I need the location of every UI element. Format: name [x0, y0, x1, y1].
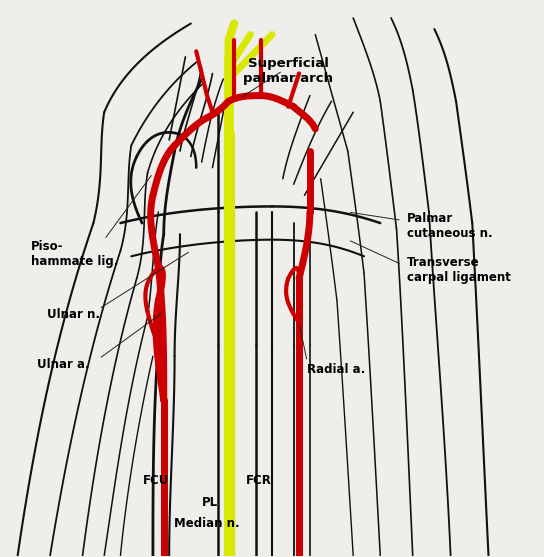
Text: Palmar
cutaneous n.: Palmar cutaneous n. — [407, 212, 493, 240]
Text: FCU: FCU — [143, 475, 169, 487]
Text: Radial a.: Radial a. — [307, 364, 366, 377]
Text: Ulnar n.: Ulnar n. — [47, 308, 101, 321]
Text: FCR: FCR — [245, 475, 271, 487]
Text: Superficial
palmar arch: Superficial palmar arch — [243, 57, 333, 85]
Text: Piso-
hammate lig.: Piso- hammate lig. — [31, 240, 119, 267]
Text: Transverse
carpal ligament: Transverse carpal ligament — [407, 256, 511, 284]
Text: Median n.: Median n. — [174, 517, 240, 530]
Text: PL: PL — [202, 496, 218, 510]
Text: Ulnar a.: Ulnar a. — [36, 358, 89, 371]
